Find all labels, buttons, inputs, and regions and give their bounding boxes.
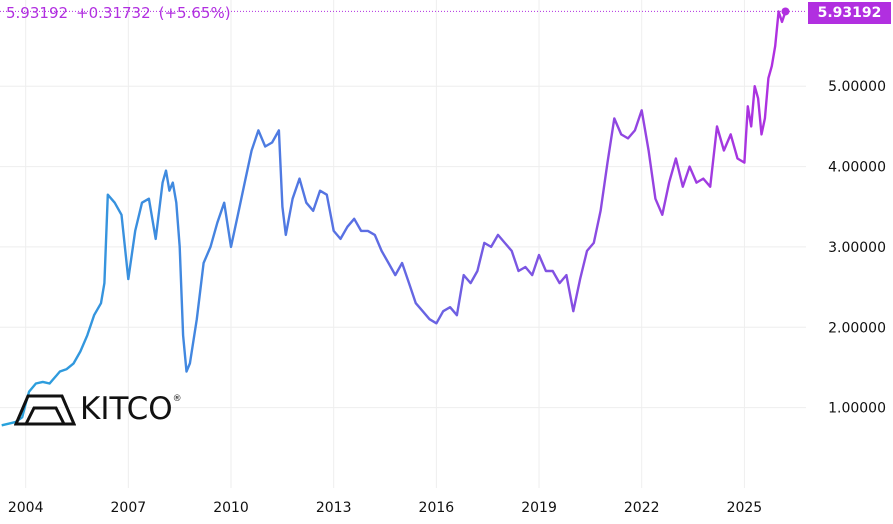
last-price-tag: 5.93192 [808,2,891,24]
logo-registered: ® [172,394,182,404]
price-header: 5.93192 +0.31732 (+5.65%) [6,4,239,22]
x-tick-label: 2010 [213,500,249,516]
axes: 2004 2007 2010 2013 2016 2019 2022 2025 1.00000 2… [8,79,886,516]
kitco-logo: KITCO ® [14,391,182,427]
gold-bar-icon [14,394,76,426]
x-tick-label: 2019 [521,500,557,516]
header-price: 5.93192 [6,4,69,22]
logo-text: KITCO [80,391,173,427]
x-tick-label: 2013 [316,500,352,516]
x-tick-label: 2025 [727,500,763,516]
y-tick-label: 3.00000 [828,240,886,256]
y-tick-label: 4.00000 [828,160,886,176]
series-layer [1,7,790,427]
x-tick-label: 2022 [624,500,660,516]
series-line [1,10,787,427]
y-tick-label: 5.00000 [828,79,886,95]
x-tick-label: 2007 [111,500,147,516]
grid-lines [0,0,806,488]
last-point-marker [781,7,790,16]
header-change: +0.31732 [76,4,151,22]
header-change-pct: (+5.65%) [158,4,231,22]
x-tick-label: 2016 [419,500,455,516]
x-tick-label: 2004 [8,500,44,516]
y-tick-label: 2.00000 [828,320,886,336]
last-price-label: 5.93192 [817,5,882,21]
y-tick-label: 1.00000 [828,401,886,417]
